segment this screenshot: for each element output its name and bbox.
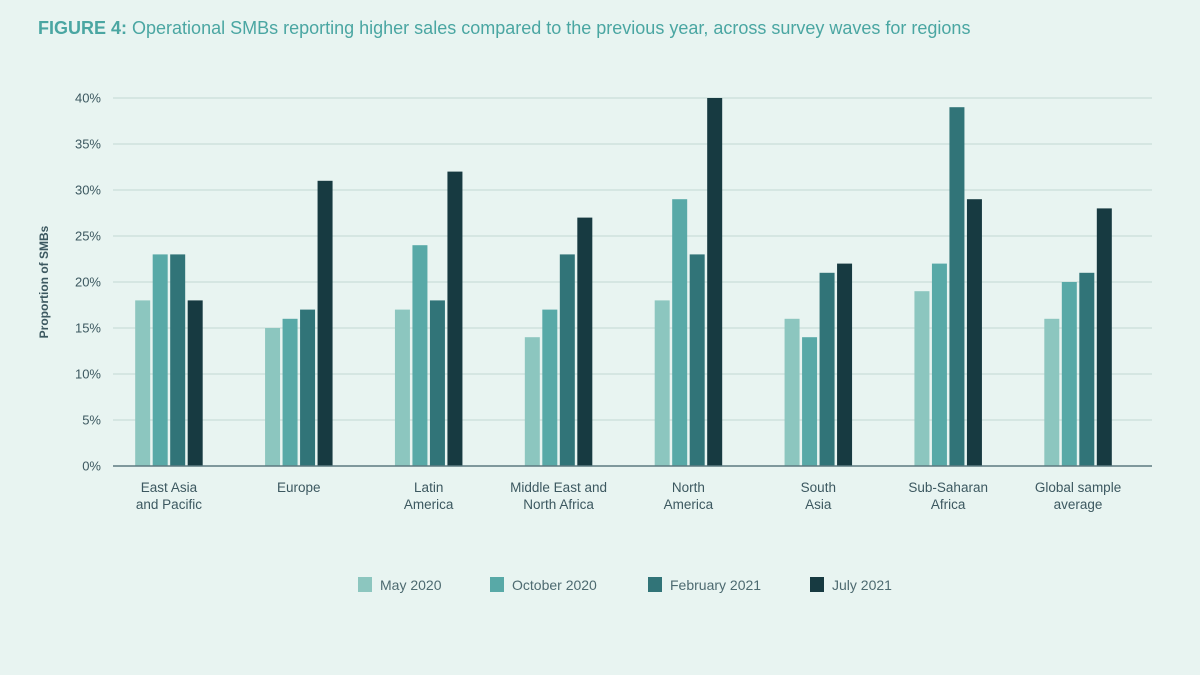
chart-title: FIGURE 4: Operational SMBs reporting hig… xyxy=(38,18,970,39)
bar xyxy=(135,300,151,466)
x-tick-label: America xyxy=(404,497,454,512)
y-tick-label: 15% xyxy=(75,321,101,336)
bar xyxy=(949,107,965,466)
figure-number: FIGURE 4: xyxy=(38,18,128,38)
bar xyxy=(447,171,463,466)
x-tick-label: and Pacific xyxy=(136,497,202,512)
figure-caption: Operational SMBs reporting higher sales … xyxy=(132,18,971,38)
x-tick-label: Asia xyxy=(805,497,832,512)
bar xyxy=(152,254,168,466)
bar xyxy=(265,328,281,466)
bar xyxy=(524,337,540,466)
bar xyxy=(1096,208,1112,466)
bar xyxy=(1061,282,1077,466)
bar xyxy=(300,309,316,466)
y-tick-label: 10% xyxy=(75,367,101,382)
bar xyxy=(317,180,333,467)
legend-swatch xyxy=(810,577,824,592)
bar xyxy=(1079,272,1095,466)
legend-label: July 2021 xyxy=(832,577,892,593)
legend-label: May 2020 xyxy=(380,577,442,593)
x-tick-label: Europe xyxy=(277,480,321,495)
bar xyxy=(542,309,558,466)
x-tick-label: Latin xyxy=(414,480,443,495)
bar xyxy=(784,318,800,466)
bar xyxy=(282,318,298,466)
legend-label: February 2021 xyxy=(670,577,761,593)
bar xyxy=(577,217,593,466)
x-tick-label: North xyxy=(672,480,705,495)
bar xyxy=(187,300,203,466)
x-tick-label: Middle East and xyxy=(510,480,607,495)
bar xyxy=(559,254,575,466)
x-tick-label: Sub-Saharan xyxy=(908,480,988,495)
y-tick-label: 5% xyxy=(82,413,101,428)
x-tick-label: North Africa xyxy=(523,497,594,512)
y-tick-label: 20% xyxy=(75,275,101,290)
y-tick-label: 30% xyxy=(75,183,101,198)
y-tick-label: 35% xyxy=(75,137,101,152)
bar xyxy=(412,245,428,466)
bar xyxy=(707,98,723,466)
x-tick-label: Africa xyxy=(931,497,966,512)
bar xyxy=(931,263,947,466)
legend-swatch xyxy=(490,577,504,592)
x-tick-label: South xyxy=(801,480,836,495)
y-tick-label: 40% xyxy=(75,91,101,106)
x-tick-label: average xyxy=(1054,497,1103,512)
bar xyxy=(1044,318,1060,466)
bar xyxy=(914,291,930,466)
y-tick-label: 0% xyxy=(82,459,101,474)
bar xyxy=(802,337,818,466)
bar xyxy=(672,199,688,466)
bar xyxy=(819,272,835,466)
y-tick-label: 25% xyxy=(75,229,101,244)
y-axis-label: Proportion of SMBs xyxy=(37,225,51,338)
bar xyxy=(654,300,670,466)
bar xyxy=(966,199,982,466)
bar xyxy=(837,263,853,466)
x-tick-label: America xyxy=(664,497,714,512)
bar xyxy=(394,309,410,466)
legend-swatch xyxy=(358,577,372,592)
bar xyxy=(429,300,445,466)
legend-swatch xyxy=(648,577,662,592)
x-tick-label: East Asia xyxy=(141,480,198,495)
legend-label: October 2020 xyxy=(512,577,597,593)
x-tick-label: Global sample xyxy=(1035,480,1121,495)
bar xyxy=(689,254,705,466)
bar xyxy=(170,254,186,466)
